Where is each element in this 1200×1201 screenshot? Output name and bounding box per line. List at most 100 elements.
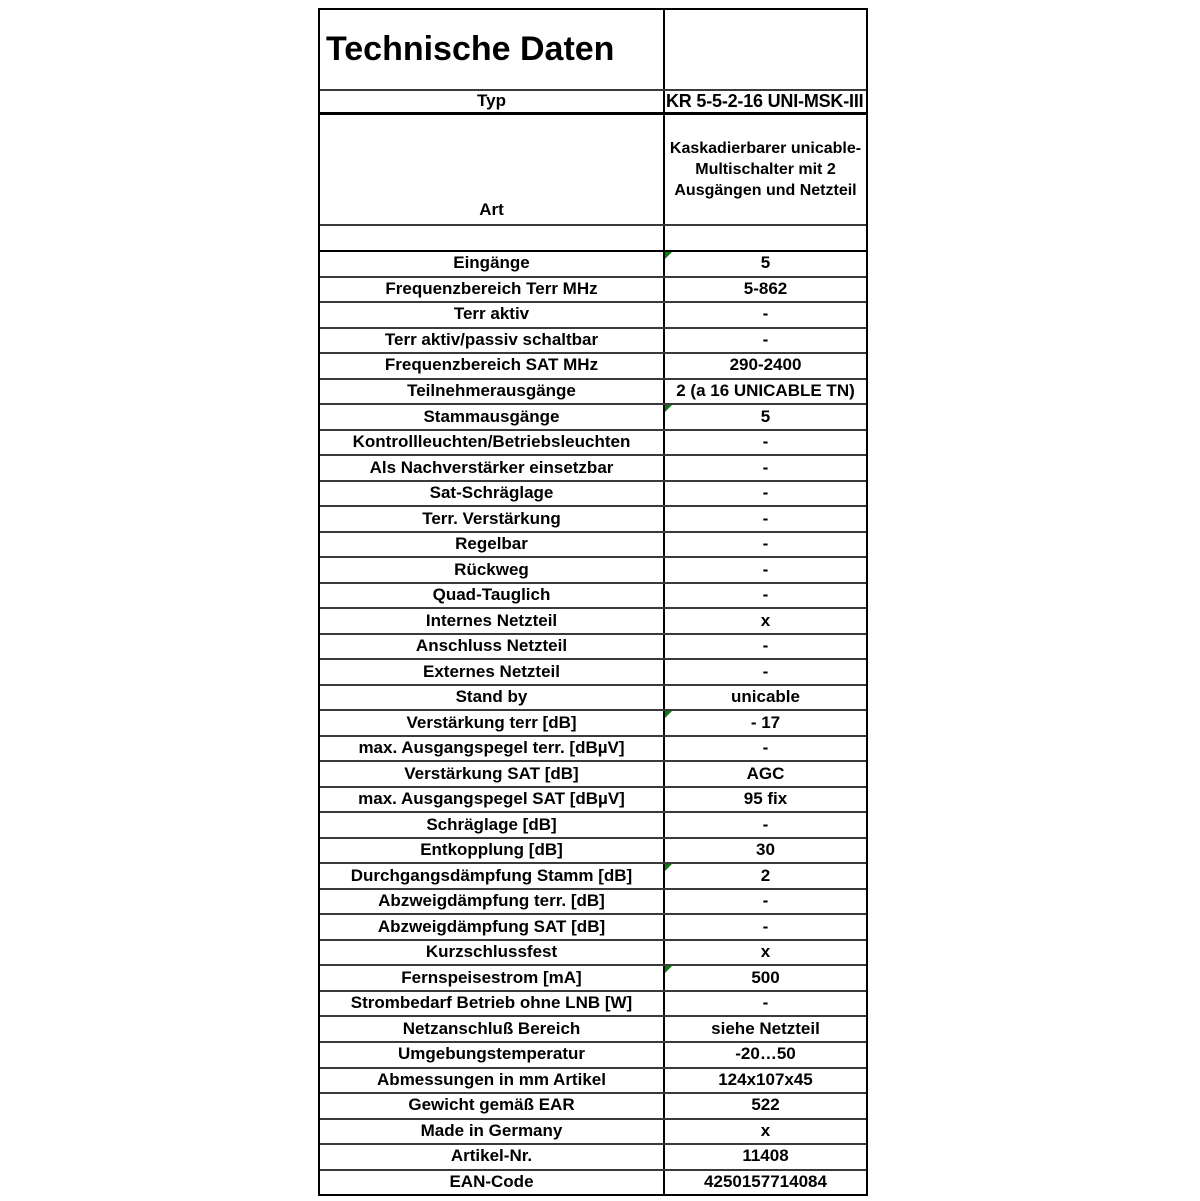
spec-label: Terr. Verstärkung bbox=[320, 507, 665, 531]
spec-value-text: x bbox=[760, 942, 771, 962]
table-row: Umgebungstemperatur -20…50 bbox=[320, 1042, 866, 1069]
table-row: Quad-Tauglich - bbox=[320, 583, 866, 610]
spec-value-text: 5-862 bbox=[743, 278, 788, 298]
spec-value: - bbox=[665, 303, 866, 327]
spec-value-text: 30 bbox=[756, 840, 775, 860]
table-row: Terr aktiv - bbox=[320, 303, 866, 329]
table-row: Regelbar - bbox=[320, 532, 866, 559]
table-row: Rückweg - bbox=[320, 558, 866, 584]
spec-label: Als Nachverstärker einsetzbar bbox=[320, 456, 665, 480]
spec-value: 5 bbox=[665, 252, 866, 276]
spec-label: Quad-Tauglich bbox=[320, 583, 665, 608]
spec-value: - bbox=[665, 813, 866, 837]
table-row: max. Ausgangspegel terr. [dBµV] - bbox=[320, 736, 866, 763]
spec-value-text: x bbox=[760, 610, 771, 630]
spec-label: Gewicht gemäß EAR bbox=[320, 1094, 665, 1118]
spec-label: Artikel-Nr. bbox=[320, 1145, 665, 1169]
spec-value-text: - bbox=[762, 457, 769, 477]
error-indicator-icon bbox=[665, 966, 672, 974]
spec-value-text: - bbox=[762, 585, 769, 605]
spec-label: Verstärkung terr [dB] bbox=[320, 711, 665, 735]
error-indicator-icon bbox=[665, 864, 672, 872]
table-row: Terr. Verstärkung - bbox=[320, 507, 866, 533]
spec-label: Fernspeisestrom [mA] bbox=[320, 966, 665, 990]
table-row: Kontrollleuchten/Betriebsleuchten - bbox=[320, 430, 866, 457]
spec-value-text: 5 bbox=[760, 406, 771, 426]
table-row: Abzweigdämpfung SAT [dB] - bbox=[320, 915, 866, 941]
spec-value: x bbox=[665, 941, 866, 965]
spec-value-text: 290-2400 bbox=[729, 355, 802, 375]
spec-value-text: - bbox=[762, 636, 769, 656]
spec-label: Strombedarf Betrieb ohne LNB [W] bbox=[320, 991, 665, 1016]
table-row: Anschluss Netzteil - bbox=[320, 634, 866, 661]
spec-value: - bbox=[665, 584, 866, 608]
error-indicator-icon bbox=[665, 405, 672, 413]
spec-value: 95 fix bbox=[665, 788, 866, 812]
table-row: Stammausgänge 5 bbox=[320, 405, 866, 431]
table-row: Eingänge 5 bbox=[320, 252, 866, 278]
spec-label: Internes Netzteil bbox=[320, 609, 665, 633]
spec-value-text: 522 bbox=[751, 1095, 780, 1115]
spec-rows-container: Eingänge 5 Frequenzbereich Terr MHz 5-86… bbox=[320, 252, 866, 1195]
spec-label: Abzweigdämpfung terr. [dB] bbox=[320, 889, 665, 914]
spec-value-text: - bbox=[762, 661, 769, 681]
spec-value-text: - bbox=[762, 329, 769, 349]
spec-label: Frequenzbereich SAT MHz bbox=[320, 354, 665, 378]
spec-label: Regelbar bbox=[320, 532, 665, 557]
error-indicator-icon bbox=[665, 252, 672, 259]
spec-value: unicable bbox=[665, 686, 866, 710]
spec-value-text: 2 (a 16 UNICABLE TN) bbox=[676, 380, 855, 400]
spec-value-text: - bbox=[762, 559, 769, 579]
table-row: Gewicht gemäß EAR 522 bbox=[320, 1094, 866, 1120]
table-row: max. Ausgangspegel SAT [dBµV] 95 fix bbox=[320, 787, 866, 814]
spec-value: - bbox=[665, 660, 866, 684]
spec-label: Stammausgänge bbox=[320, 405, 665, 429]
spacer-empty-value-cell bbox=[665, 226, 866, 250]
spec-value: - bbox=[665, 533, 866, 557]
spec-value: 290-2400 bbox=[665, 354, 866, 378]
spec-value: x bbox=[665, 1120, 866, 1144]
spec-value-text: x bbox=[760, 1120, 771, 1140]
spec-label: Schräglage [dB] bbox=[320, 813, 665, 837]
spec-value: 11408 bbox=[665, 1145, 866, 1169]
spec-label: EAN-Code bbox=[320, 1170, 665, 1195]
spec-value-text: 2 bbox=[760, 865, 771, 885]
spec-value: - bbox=[665, 915, 866, 939]
spec-label: max. Ausgangspegel SAT [dBµV] bbox=[320, 787, 665, 812]
spec-value-text: 500 bbox=[751, 967, 780, 987]
typ-label: Typ bbox=[320, 91, 665, 112]
spec-value: x bbox=[665, 609, 866, 633]
spec-label: Durchgangsdämpfung Stamm [dB] bbox=[320, 864, 665, 888]
table-row: Teilnehmerausgänge 2 (a 16 UNICABLE TN) bbox=[320, 379, 866, 406]
table-row: Durchgangsdämpfung Stamm [dB] 2 bbox=[320, 864, 866, 890]
table-title: Technische Daten bbox=[320, 10, 665, 89]
spec-value-text: -20…50 bbox=[735, 1044, 796, 1064]
spec-value: - 17 bbox=[665, 711, 866, 735]
table-row: Frequenzbereich Terr MHz 5-862 bbox=[320, 277, 866, 304]
spec-value-text: - bbox=[762, 432, 769, 452]
spec-value-text: siehe Netzteil bbox=[711, 1018, 820, 1038]
spec-value: 522 bbox=[665, 1094, 866, 1118]
spec-label: Terr aktiv bbox=[320, 303, 665, 327]
spec-value-text: - bbox=[762, 738, 769, 758]
spacer-empty-label-cell bbox=[320, 226, 665, 250]
spec-label: Umgebungstemperatur bbox=[320, 1042, 665, 1067]
spec-value-text: - bbox=[762, 534, 769, 554]
spec-value: 500 bbox=[665, 966, 866, 990]
spec-value: 4250157714084 bbox=[665, 1171, 866, 1195]
spec-label: Made in Germany bbox=[320, 1119, 665, 1144]
typ-row: Typ KR 5-5-2-16 UNI-MSK-III bbox=[320, 91, 866, 115]
table-row: Kurzschlussfest x bbox=[320, 940, 866, 967]
table-row: Als Nachverstärker einsetzbar - bbox=[320, 456, 866, 482]
spec-label: Sat-Schräglage bbox=[320, 481, 665, 506]
spec-value: AGC bbox=[665, 762, 866, 786]
spec-label: Teilnehmerausgänge bbox=[320, 379, 665, 404]
technical-data-table: Technische Daten Typ KR 5-5-2-16 UNI-MSK… bbox=[318, 8, 868, 1196]
table-row: Terr aktiv/passiv schaltbar - bbox=[320, 328, 866, 355]
table-row: Entkopplung [dB] 30 bbox=[320, 838, 866, 865]
art-value: Kaskadierbarer unicable-Multischalter mi… bbox=[669, 140, 862, 199]
spec-label: Externes Netzteil bbox=[320, 660, 665, 684]
table-row: Internes Netzteil x bbox=[320, 609, 866, 635]
spec-value-text: 124x107x45 bbox=[718, 1069, 813, 1089]
table-row: Netzanschluß Bereich siehe Netzteil bbox=[320, 1017, 866, 1043]
